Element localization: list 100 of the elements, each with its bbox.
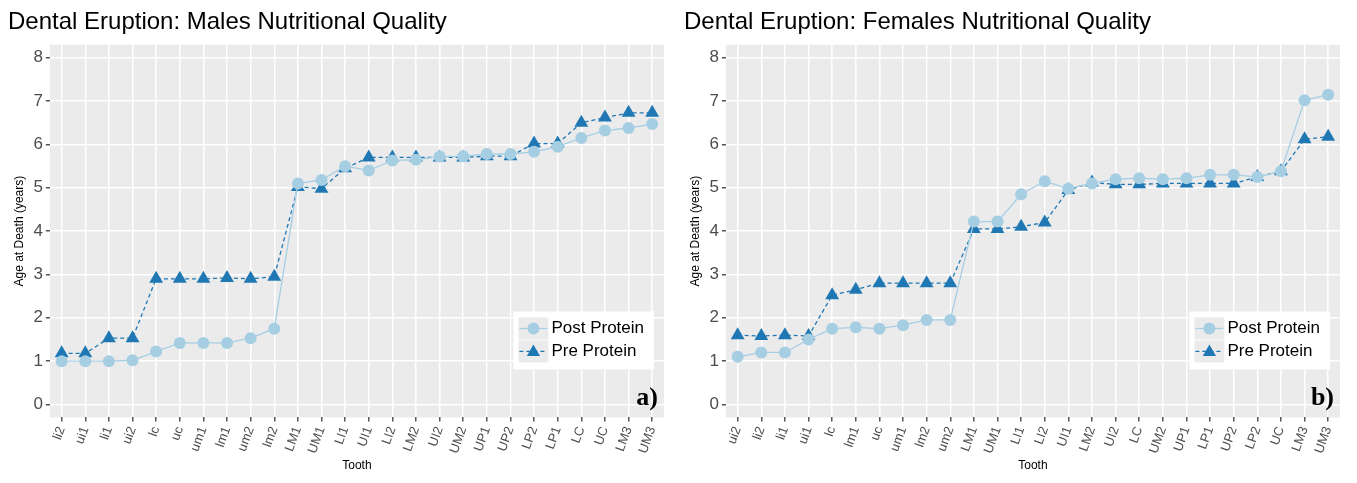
point bbox=[754, 328, 769, 341]
point bbox=[621, 104, 636, 117]
point bbox=[755, 346, 768, 359]
point bbox=[872, 275, 887, 288]
y-tick-label: 2 bbox=[709, 307, 719, 327]
point bbox=[598, 109, 612, 122]
point bbox=[125, 330, 140, 343]
point bbox=[1298, 94, 1311, 107]
annotation: a) bbox=[636, 382, 658, 412]
x-tick-label: lm2 bbox=[259, 424, 281, 450]
x-tick-label: LM2 bbox=[1075, 424, 1099, 454]
point bbox=[196, 270, 211, 283]
y-tick-label: 8 bbox=[709, 47, 719, 67]
point bbox=[528, 145, 541, 158]
point bbox=[1037, 214, 1052, 227]
x-tick-label: LP1 bbox=[1194, 424, 1217, 452]
x-tick-label: UM1 bbox=[304, 424, 328, 456]
legend-label: Pre Protein bbox=[1227, 341, 1313, 361]
point bbox=[873, 322, 886, 335]
x-tick-label: ui2 bbox=[723, 424, 744, 446]
x-tick-label: LI2 bbox=[378, 424, 399, 447]
x-tick-label: LM3 bbox=[612, 424, 635, 454]
chart-title: Dental Eruption: Females Nutritional Quality bbox=[684, 7, 1151, 35]
point bbox=[1015, 188, 1028, 201]
y-tick-label: 1 bbox=[709, 350, 719, 370]
point bbox=[362, 164, 375, 177]
point bbox=[361, 149, 376, 162]
x-tick-label: ui2 bbox=[118, 424, 139, 446]
point bbox=[268, 322, 281, 335]
x-tick-label: LI1 bbox=[331, 424, 352, 447]
annotation: b) bbox=[1310, 382, 1334, 412]
point bbox=[645, 104, 660, 117]
x-axis-title: Tooth bbox=[1018, 458, 1048, 473]
point bbox=[646, 118, 659, 131]
x-tick-label: li1 bbox=[772, 424, 792, 442]
y-tick-label: 7 bbox=[33, 90, 43, 110]
point bbox=[221, 336, 234, 349]
x-tick-label: li1 bbox=[96, 424, 116, 442]
x-tick-label: LC bbox=[1125, 424, 1146, 446]
point bbox=[896, 275, 910, 288]
x-tick-label: LM3 bbox=[1288, 424, 1311, 454]
x-tick-label: LM1 bbox=[957, 424, 981, 454]
x-tick-label: UM2 bbox=[445, 424, 470, 456]
y-tick-label: 8 bbox=[33, 47, 43, 67]
x-tick-label: UP2 bbox=[493, 424, 517, 454]
x-tick-label: LP2 bbox=[518, 424, 541, 452]
x-tick-label: uc bbox=[167, 423, 187, 443]
point bbox=[897, 319, 910, 332]
point bbox=[244, 332, 257, 345]
point bbox=[551, 140, 564, 153]
x-tick-label: UM1 bbox=[980, 424, 1004, 456]
point bbox=[386, 154, 399, 167]
point bbox=[598, 124, 611, 137]
point bbox=[967, 215, 980, 228]
point bbox=[79, 355, 92, 368]
x-tick-label: li2 bbox=[748, 424, 768, 442]
y-tick-label: 6 bbox=[33, 134, 43, 154]
point bbox=[1227, 168, 1240, 181]
x-tick-label: LI1 bbox=[1007, 424, 1028, 447]
point bbox=[1321, 128, 1336, 141]
x-tick-label: lm2 bbox=[911, 424, 933, 450]
point bbox=[243, 270, 258, 283]
point bbox=[173, 336, 186, 349]
x-tick-label: um1 bbox=[186, 424, 210, 454]
legend-label: Post Protein bbox=[551, 318, 645, 338]
y-tick-label: 3 bbox=[33, 264, 43, 284]
point bbox=[575, 131, 588, 144]
point bbox=[944, 313, 957, 326]
chart-title: Dental Eruption: Males Nutritional Quality bbox=[8, 7, 447, 35]
x-tick-label: LP2 bbox=[1241, 424, 1264, 452]
y-tick-label: 4 bbox=[33, 220, 43, 240]
point bbox=[55, 355, 68, 368]
x-tick-label: LC bbox=[567, 424, 588, 446]
point bbox=[826, 322, 839, 335]
point bbox=[730, 327, 745, 340]
x-tick-label: lm1 bbox=[211, 424, 234, 450]
x-tick-label: ui1 bbox=[794, 424, 815, 446]
point bbox=[848, 281, 863, 294]
point bbox=[1133, 172, 1146, 185]
x-tick-label: UP1 bbox=[470, 424, 494, 454]
x-tick-label: LI2 bbox=[1030, 424, 1051, 447]
x-tick-label: LP1 bbox=[541, 424, 564, 452]
point bbox=[102, 355, 115, 368]
y-tick-label: 0 bbox=[709, 394, 719, 414]
x-tick-label: uc bbox=[866, 423, 886, 443]
legend-label: Post Protein bbox=[1227, 318, 1321, 338]
point bbox=[777, 327, 792, 340]
point bbox=[126, 354, 139, 367]
x-tick-label: um1 bbox=[886, 424, 910, 454]
point bbox=[849, 321, 862, 334]
point bbox=[1204, 168, 1217, 181]
point bbox=[197, 336, 210, 349]
point bbox=[991, 215, 1004, 228]
x-tick-label: lc bbox=[821, 423, 839, 439]
point bbox=[920, 313, 933, 326]
x-tick-label: LM1 bbox=[281, 424, 305, 454]
point bbox=[267, 268, 282, 281]
x-tick-label: UI1 bbox=[1053, 424, 1075, 449]
x-tick-label: li2 bbox=[49, 424, 68, 442]
y-axis-title: Age at Death (years) bbox=[11, 175, 26, 287]
